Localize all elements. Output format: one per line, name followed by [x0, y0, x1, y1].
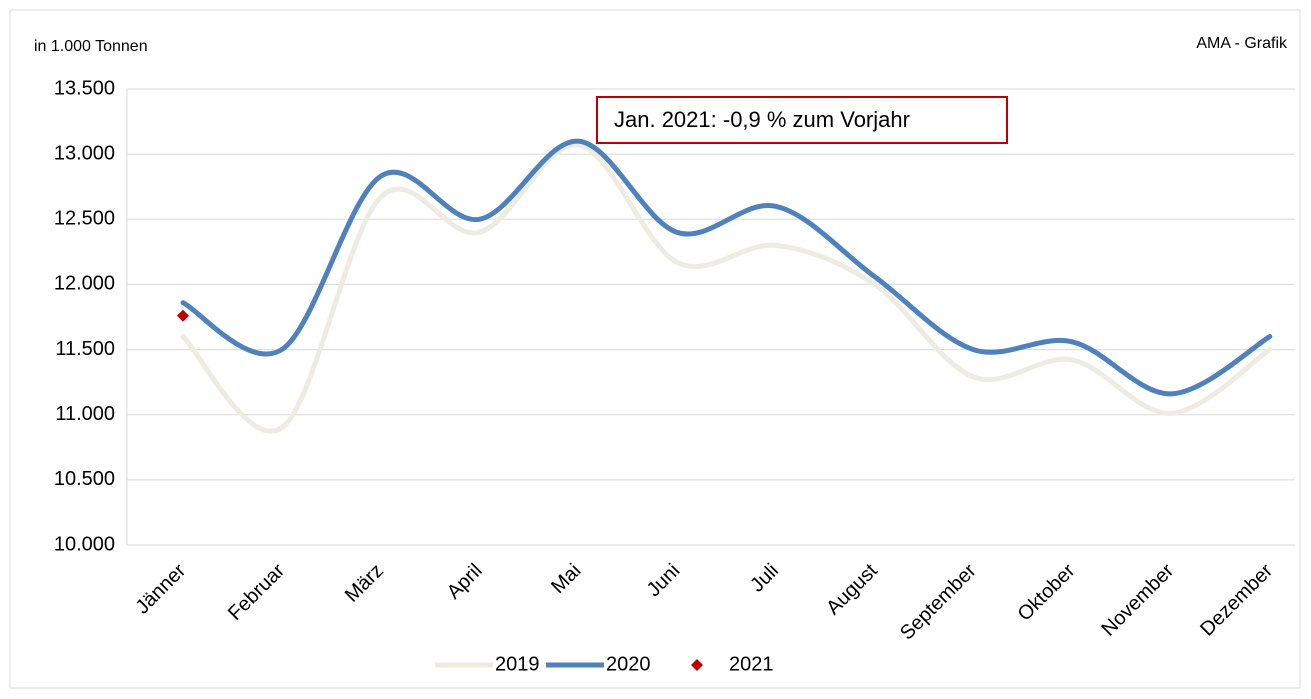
- legend-label: 2019: [495, 653, 540, 675]
- legend-label: 2020: [606, 653, 651, 675]
- data-point: [177, 309, 189, 322]
- y-tick-label: 10.000: [54, 533, 115, 555]
- y-tick-label: 11.000: [55, 403, 115, 425]
- series-line: [180, 142, 1273, 434]
- series-line: [180, 138, 1273, 397]
- legend-label: 2021: [729, 653, 774, 675]
- source-label: AMA - Grafik: [1196, 35, 1288, 52]
- legend-marker: [691, 659, 703, 671]
- y-tick-label: 13.000: [54, 142, 115, 164]
- y-tick-label: 11.500: [55, 338, 115, 360]
- annotation-box: [596, 96, 1008, 144]
- y-tick-label: 12.000: [54, 273, 115, 295]
- y-axis-label: in 1.000 Tonnen: [34, 38, 148, 55]
- y-tick-label: 13.500: [54, 77, 115, 99]
- y-tick-label: 12.500: [54, 208, 115, 230]
- annotation: Jan. 2021: -0,9 % zum Vorjahr: [614, 107, 910, 132]
- y-tick-label: 10.500: [54, 468, 115, 490]
